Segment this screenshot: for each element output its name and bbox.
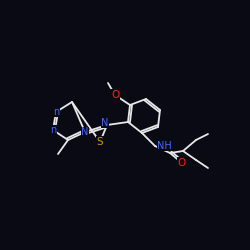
Text: O: O [111, 90, 119, 100]
Text: NH: NH [157, 141, 172, 151]
Text: n: n [50, 125, 56, 135]
Text: n: n [53, 107, 59, 117]
Text: S: S [97, 137, 103, 147]
Text: N: N [81, 127, 89, 137]
Text: N: N [101, 118, 109, 128]
Text: O: O [178, 158, 186, 168]
